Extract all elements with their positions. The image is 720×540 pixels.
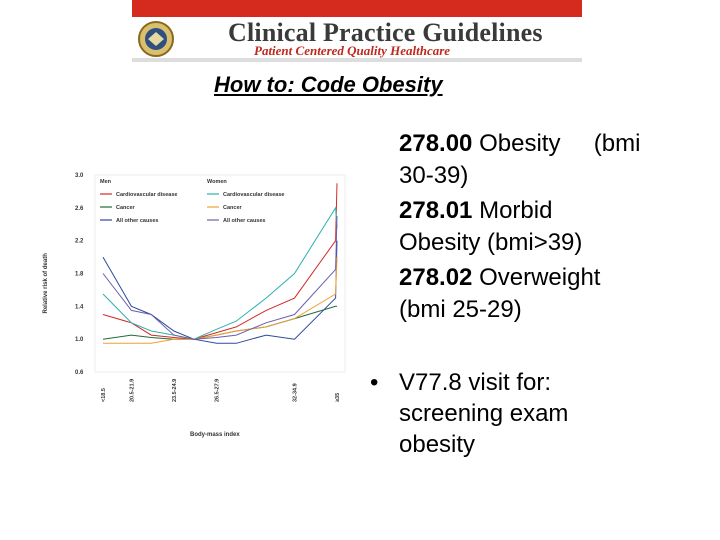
bullet-line-2: screening exam [399,400,569,427]
x-axis-label: Body-mass index [190,432,240,438]
x-tick-label: <18.5 [101,388,107,402]
legend-title-women: Women [207,179,227,185]
legend-label: All other causes [116,218,159,224]
legend-label: Cardiovascular disease [116,192,177,198]
series-line [102,215,338,340]
series-line [102,183,338,340]
banner-red-strip [132,0,582,17]
obesity-risk-chart: 0.6 1.0 1.4 1.8 2.2 2.6 3.0 <18.5 20.5-21.9 23.5-… [35,170,350,445]
y-tick-label: 1.8 [75,272,84,278]
plot-frame [94,174,346,373]
series-line [102,240,338,344]
x-tick-label: 20.5-21.9 [129,379,135,402]
bullet-line-1: V77.8 visit for: [399,369,552,396]
x-tick-label: ≥35 [335,393,341,402]
code-278-01-line2: Obesity (bmi>39) [399,229,583,256]
code-desc: Morbid [472,197,553,224]
code-278-00-line2: 30-39) [399,162,469,189]
legend-title-men: Men [100,179,112,185]
banner-divider [132,58,582,62]
bullet-line-3: obesity [399,431,476,458]
code-278-00-line1: 278.00 Obesity (bmi [399,128,640,160]
series-line [103,257,338,344]
x-tick-label: 32-34.9 [292,383,298,402]
chart-svg: 0.6 1.0 1.4 1.8 2.2 2.6 3.0 <18.5 20.5-21.9 23.5-… [43,173,346,438]
bullet-icon: • [370,369,379,396]
legend-label: All other causes [223,218,266,224]
page-heading: How to: Code Obesity [214,72,443,97]
y-tick-label: 0.6 [75,370,84,376]
y-tick-label: 1.4 [75,304,84,310]
x-tick-label: 26.5-27.9 [214,379,220,402]
code-desc: Obesity (bmi [472,130,641,157]
series-line [102,206,338,340]
code-278-02-line2: (bmi 25-29) [399,296,522,323]
legend-label: Cancer [116,205,136,211]
code-number: 278.02 [399,264,473,291]
y-tick-label: 1.0 [75,337,84,343]
legend-label: Cardiovascular disease [223,192,284,198]
code-number: 278.00 [399,130,473,157]
code-desc: Overweight [472,264,601,291]
code-number: 278.01 [399,197,473,224]
y-axis-label: Relative risk of death [43,253,49,314]
seal-emblem-icon [138,21,174,57]
code-278-02-line1: 278.02 Overweight [399,262,600,294]
banner-subtitle: Patient Centered Quality Healthcare [254,43,451,58]
legend-label: Cancer [223,205,243,211]
y-tick-label: 2.6 [75,206,84,212]
x-tick-label: 23.5-24.9 [172,379,178,402]
code-278-01-line1: 278.01 Morbid [399,195,552,227]
banner: Clinical Practice Guidelines Patient Cen… [132,0,582,62]
y-tick-label: 3.0 [75,173,84,179]
banner-title: Clinical Practice Guidelines [228,18,543,47]
y-tick-label: 2.2 [75,239,84,245]
